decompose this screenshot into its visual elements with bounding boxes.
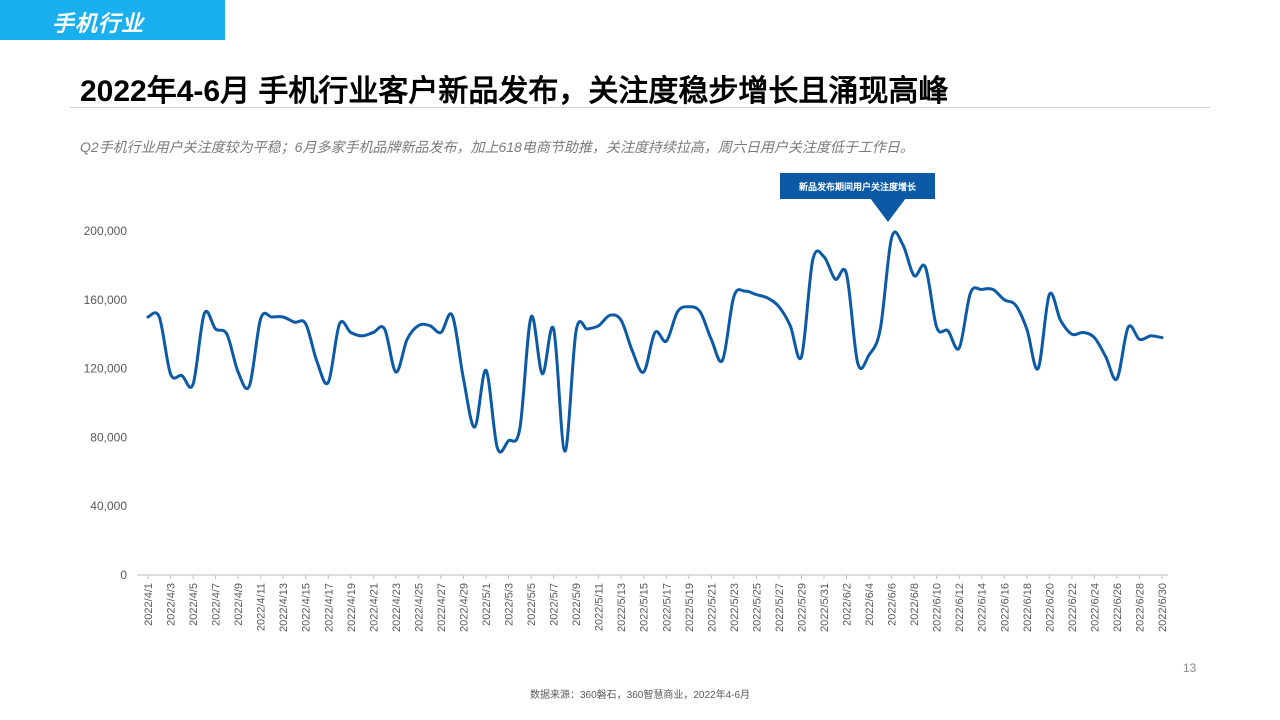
x-tick-label: 2022/6/14 [977,583,989,632]
x-tick-label: 2022/4/7 [211,583,223,626]
page-subtitle: Q2手机行业用户关注度较为平稳；6月多家手机品牌新品发布，加上618电商节助推，… [80,139,914,155]
x-tick-label: 2022/4/27 [436,583,448,632]
x-tick-label: 2022/6/30 [1157,583,1169,632]
x-tick-label: 2022/5/31 [819,583,831,632]
series-line [146,230,1164,454]
x-tick-label: 2022/5/23 [729,583,741,632]
x-tick-label: 2022/6/4 [864,583,876,626]
x-tick-label: 2022/5/11 [594,583,606,631]
x-tick-label: 2022/4/17 [323,583,335,632]
x-tick-label: 2022/6/12 [954,583,966,632]
x-tick-label: 2022/5/29 [796,583,808,632]
x-tick-label: 2022/4/1 [143,583,155,626]
x-tick-label: 2022/4/29 [458,583,470,632]
y-tick-label: 120,000 [84,362,128,376]
x-tick-label: 2022/4/11 [256,583,268,631]
x-tick-label: 2022/5/21 [706,583,718,632]
x-tick-label: 2022/6/22 [1067,583,1079,632]
y-tick-label: 80,000 [90,430,127,444]
x-tick-label: 2022/6/28 [1134,583,1146,632]
x-tick-label: 2022/4/15 [301,583,313,632]
x-tick-label: 2022/5/27 [774,583,786,632]
x-tick-label: 2022/5/9 [571,583,583,626]
x-tick-label: 2022/6/2 [842,583,854,626]
annotation-callout: 新品发布期间用户关注度增长 [780,173,935,199]
y-tick-label: 0 [120,568,127,582]
x-tick-label: 2022/6/20 [1044,583,1056,632]
x-tick-label: 2022/4/19 [346,583,358,632]
x-tick-label: 2022/6/8 [909,583,921,626]
x-axis: 2022/4/1 2022/4/3 2022/4/5 2022/4/7 2022/4/9… [137,574,1169,632]
x-tick-label: 2022/5/3 [504,583,516,626]
x-tick-label: 2022/6/26 [1112,583,1124,632]
x-tick-label: 2022/5/5 [526,583,538,626]
x-tick-label: 2022/5/15 [639,583,651,632]
y-tick-label: 160,000 [84,293,128,307]
x-tick-label: 2022/4/13 [278,583,290,632]
x-tick-label: 2022/6/18 [1022,583,1034,632]
annotation-arrow [870,198,906,222]
x-tick-label: 2022/5/13 [616,583,628,632]
section-tag: 手机行业 [0,0,225,40]
x-tick-label: 2022/4/3 [166,583,178,626]
x-tick-label: 2022/4/9 [233,583,245,626]
x-tick-label: 2022/5/7 [549,583,561,626]
section-tag-label: 手机行业 [52,11,145,36]
x-tick-label: 2022/4/21 [368,583,380,632]
y-tick-label: 200,000 [84,224,128,238]
x-tick-label: 2022/5/25 [751,583,763,632]
x-tick-label: 2022/4/25 [413,583,425,632]
x-tick-label: 2022/6/10 [932,583,944,632]
page-number: 13 [1183,661,1197,675]
x-tick-label: 2022/5/19 [684,583,696,632]
x-tick-label: 2022/4/23 [391,583,403,632]
data-source-note: 数据来源：360磐石，360智慧商业，2022年4-6月 [529,690,751,701]
x-tick-label: 2022/5/17 [661,583,673,632]
title-divider [70,107,1210,108]
x-tick-label: 2022/6/16 [999,583,1011,632]
x-tick-label: 2022/6/24 [1089,583,1101,632]
x-tick-label: 2022/6/6 [887,583,899,626]
x-tick-label: 2022/5/1 [481,583,493,626]
y-axis: 0 40,000 80,000 120,000 160,000 200,000 [84,224,128,582]
y-tick-label: 40,000 [90,499,127,513]
x-tick-label: 2022/4/5 [188,583,200,626]
page-title: 2022年4-6月 手机行业客户新品发布，关注度稳步增长且涌现高峰 [80,75,949,108]
